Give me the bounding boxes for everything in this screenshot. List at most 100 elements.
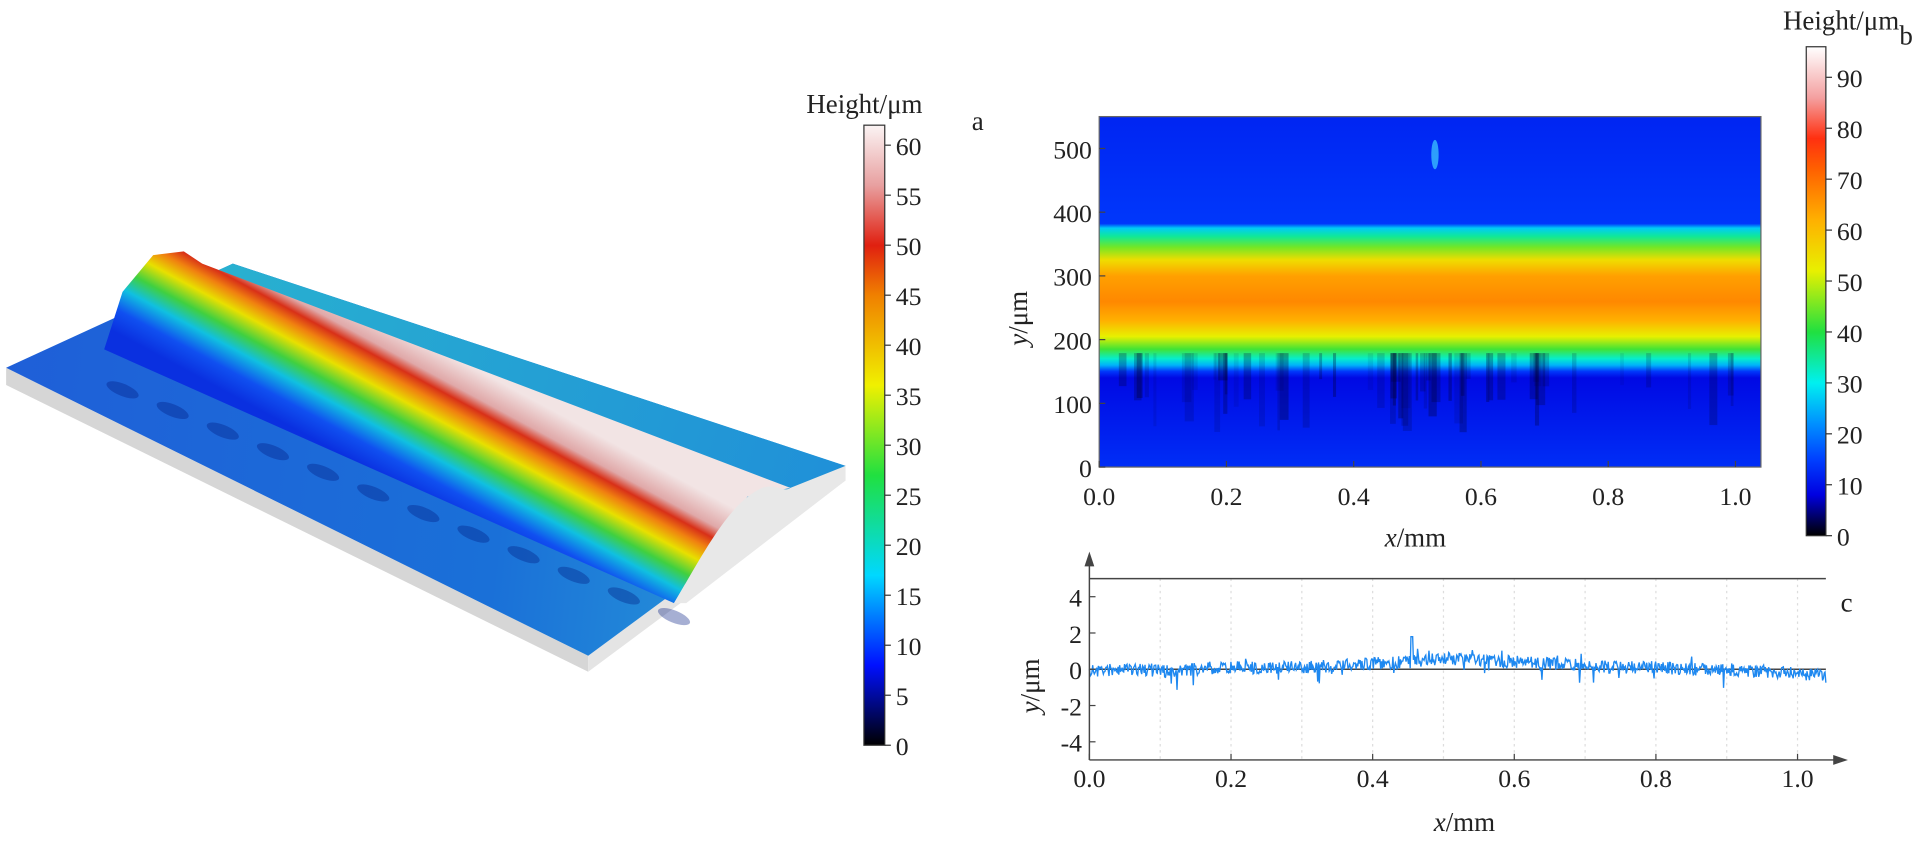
heatmap-b-xtick-label: 0.2 [1210,482,1242,511]
colorbar-b-tick-label: 0 [1837,522,1850,551]
heatmap-b-dark-streak [1687,353,1692,409]
heatmap-b-spot [1431,139,1439,170]
heatmap-b-dark-streak [1214,353,1221,432]
heatmap-b-dark-streak [1259,353,1265,427]
heatmap-b-dark-streak [1727,353,1734,396]
heatmap-b-dark-streak [1420,353,1426,392]
heatmap-b-dark-streak [1542,353,1550,387]
colorbar-b-tick-label: 30 [1837,370,1863,399]
heatmap-b-dark-streak [1223,353,1228,414]
line-c-xtick-label: 0.0 [1073,764,1105,793]
ridge-end-cap [673,465,846,604]
heatmap-b-xtick-label: 1.0 [1719,482,1751,511]
colorbar-a: 0 5 10 15 20 25 30 35 40 45 50 55 60 Height/μm a [806,89,983,761]
line-c-ytick-label: -2 [1061,692,1082,721]
heatmap-b-dark-streak [1333,353,1337,397]
surface-ripple [657,607,691,626]
panel-c-line: 0.0 0.2 0.4 0.6 0.8 1.0 -4 -2 0 2 4 x/mm y/μm c [1015,551,1853,837]
heatmap-b-dark-streak [1218,353,1228,381]
heatmap-b-dark-streak [1402,353,1412,431]
heatmap-b-dark-streak [1367,353,1374,390]
heatmap-b-xtick-label: 0.0 [1083,482,1115,511]
heatmap-b-dark-streak [1184,353,1194,422]
heatmap-b-ytick-label: 100 [1053,390,1092,419]
panel-label-a: a [972,106,984,136]
colorbar-a-tick-label: 5 [896,682,909,711]
panel-label-b: b [1899,20,1912,50]
x-axis-arrow-icon [1833,755,1848,765]
colorbar-a-tick-label: 25 [896,482,922,511]
line-c-ytick-label: 0 [1069,656,1082,685]
heatmap-b-dark-streak [1431,353,1441,403]
colorbar-b-tick-label: 40 [1837,319,1863,348]
line-c-xlabel: x/mm [1433,807,1495,837]
colorbar-b-tick-label: 70 [1837,166,1863,195]
line-c-xtick-label: 0.6 [1498,764,1530,793]
colorbar-a-tick-label: 30 [896,432,922,461]
heatmap-b-dark-streak [1398,353,1404,419]
line-c-ytick-label: -4 [1061,729,1083,758]
heatmap-b-dark-streak [1709,353,1718,426]
colorbar-b-tick-label: 60 [1837,217,1863,246]
surface-ripple [357,484,390,502]
heatmap-b-dark-streak [1401,353,1409,426]
heatmap-b-field [1099,116,1761,468]
heatmap-b-xtick-label: 0.8 [1592,482,1624,511]
panel-a-surface [6,251,846,672]
line-c-xtick-label: 0.8 [1640,764,1672,793]
colorbar-a-title: Height/μm [806,89,922,119]
surface-ripple [256,443,290,461]
colorbar-a-tick-label: 0 [896,732,909,761]
heatmap-b-xtick-label: 0.6 [1465,482,1497,511]
heatmap-b-dark-streak [1213,353,1217,380]
heatmap-b-dark-streak [1454,353,1463,424]
heatmap-b-dark-streak [1136,353,1143,398]
y-axis-arrow-icon [1084,551,1095,567]
colorbar-a-tick-label: 60 [896,132,922,161]
heatmap-b-dark-streak [1392,353,1396,406]
heatmap-b-dark-streak [1488,353,1494,401]
heatmap-b-dark-streak [1118,353,1127,387]
heatmap-b-dark-streak [1390,353,1401,382]
heatmap-b-dark-streak [1428,353,1437,417]
heatmap-b-dark-streak [1415,353,1419,401]
colorbar-b-tick-label: 50 [1837,268,1863,297]
heatmap-b-dark-streak [1448,353,1452,401]
heatmap-b-dark-streak [1275,353,1284,391]
heatmap-b-dark-streak [1423,353,1428,409]
heatmap-b-ytick-label: 200 [1053,326,1092,355]
line-c-ylabel: y/μm [1015,658,1045,716]
heatmap-b-xlabel: x/mm [1384,523,1446,553]
colorbar-a-tick-label: 20 [896,532,922,561]
heatmap-b-dark-streak [1486,353,1490,402]
colorbar-b-title: Height/μm [1783,6,1899,36]
heatmap-b-dark-streak [1533,353,1540,382]
heatmap-b-dark-streak [1319,353,1323,380]
line-c-xtick-label: 0.4 [1357,764,1389,793]
colorbar-a-tick-label: 50 [896,232,922,261]
heatmap-b-dark-streak [1646,353,1652,388]
heatmap-b-dark-streak [1302,353,1310,428]
colorbar-b-tick-label: 80 [1837,115,1863,144]
heatmap-b-ytick-label: 300 [1053,263,1092,292]
colorbar-a-tick-label: 10 [896,632,922,661]
colorbar-b-tick-label: 20 [1837,421,1863,450]
surface-ripple [407,504,440,523]
heatmap-b-dark-streak [1377,353,1385,408]
surface-ripple [457,525,490,543]
surface-ripple [156,401,189,420]
ridge-surface [104,251,791,604]
heatmap-b-ytick-label: 400 [1053,199,1092,228]
line-c-xtick-label: 0.2 [1215,764,1247,793]
line-c-xtick-label: 1.0 [1781,764,1813,793]
surface-ripple [557,566,590,584]
colorbar-b: 0 10 20 30 40 50 60 70 80 90 Height/μm b [1783,6,1913,552]
colorbar-a-tick-label: 40 [896,332,922,361]
ridge-ripples [106,381,691,626]
heatmap-b-dark-streak [1459,353,1467,433]
heatmap-b-dark-streak [1233,353,1239,407]
heatmap-b-dark-streak [1536,353,1546,406]
heatmap-b-dark-streak [1243,353,1252,400]
